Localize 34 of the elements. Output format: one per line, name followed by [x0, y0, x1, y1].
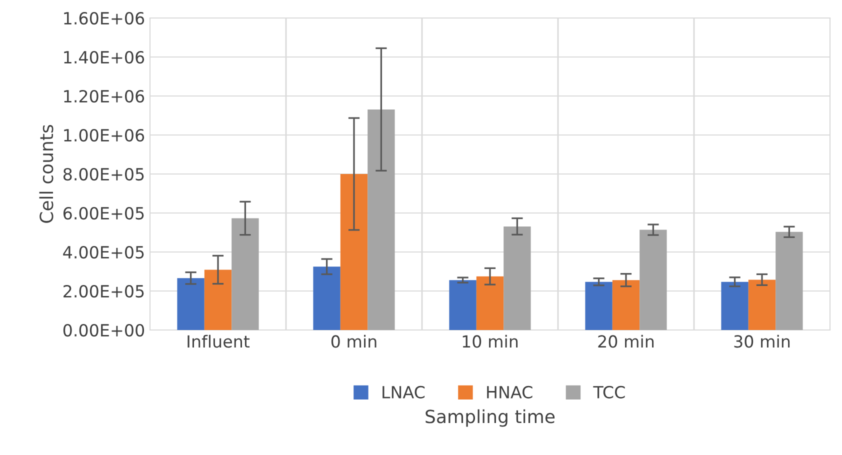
bar — [776, 232, 803, 330]
x-tick-label: 0 min — [331, 334, 376, 348]
legend-label: HNAC — [487, 386, 532, 398]
y-tick-label: 2.00E+05 — [64, 284, 144, 298]
bar — [585, 282, 612, 330]
bar — [368, 109, 395, 330]
bar — [340, 174, 368, 330]
bar — [177, 278, 204, 330]
y-axis-title: Cell counts — [39, 124, 54, 223]
bar — [748, 280, 776, 330]
bar — [232, 218, 259, 330]
y-tick-label: 1.60E+06 — [64, 12, 144, 25]
y-tick-label: 4.00E+05 — [63, 246, 144, 259]
bar — [313, 266, 340, 330]
y-tick-label: 1.00E+06 — [64, 128, 144, 142]
bar — [612, 280, 640, 330]
y-tick-label: 6.00E+05 — [63, 206, 144, 220]
x-tick-label: 30 min — [734, 334, 790, 348]
x-axis-title: Sampling time — [426, 409, 555, 427]
bar — [449, 280, 476, 330]
legend-label: TCC — [593, 386, 625, 398]
y-tick-label: 0.00E+00 — [63, 324, 144, 337]
bar — [504, 226, 531, 330]
y-tick-label: 8.00E+05 — [63, 168, 144, 181]
x-tick-label: 20 min — [598, 334, 654, 348]
x-tick-label: 10 min — [462, 334, 518, 348]
bar — [640, 230, 667, 330]
y-tick-label: 1.40E+06 — [64, 50, 144, 64]
bar — [721, 282, 748, 330]
x-tick-label: Influent — [188, 334, 250, 348]
bar — [476, 276, 504, 330]
y-tick-label: 1.20E+06 — [64, 90, 144, 103]
legend-label: LNAC — [382, 386, 425, 398]
bar — [204, 270, 232, 330]
